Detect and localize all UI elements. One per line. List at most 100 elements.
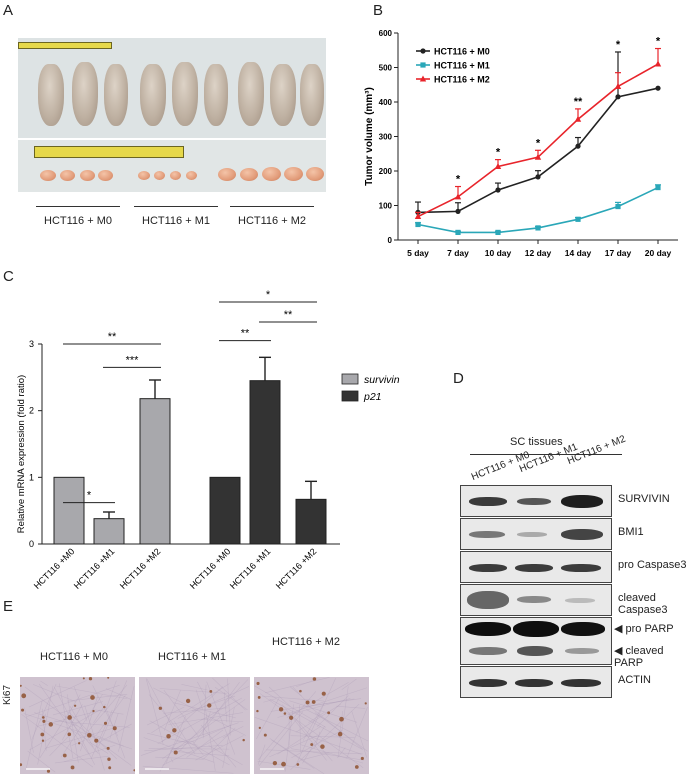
data-point [615, 203, 621, 210]
ihc-fiber [143, 737, 215, 763]
legend-swatch [341, 373, 359, 385]
ihc-label-m1: HCT116 + M1 [158, 651, 226, 663]
ki67-positive-nucleus [73, 704, 77, 707]
y-axis-title: Tumor volume (mm³) [364, 87, 375, 186]
tumors-photo [18, 140, 326, 192]
ihc-fiber [87, 732, 125, 747]
ihc-fiber [289, 686, 302, 697]
legend-marker [419, 75, 427, 82]
ki67-positive-nucleus [78, 742, 81, 745]
tumor-image [170, 171, 181, 180]
tumor-image [40, 170, 56, 181]
ihc-fiber [201, 711, 211, 735]
significance-mark: ** [284, 309, 293, 321]
ihc-fiber [157, 697, 243, 745]
ki67-positive-nucleus [257, 696, 261, 699]
ihc-fiber [52, 701, 103, 716]
ihc-fiber [269, 738, 325, 774]
ihc-fiber [314, 731, 321, 749]
ki67-positive-nucleus [311, 700, 316, 704]
tumor-image [186, 171, 197, 180]
data-point [574, 115, 582, 122]
ihc-fiber [305, 698, 355, 708]
data-point [454, 193, 462, 200]
ihc-fiber [147, 732, 198, 746]
ki67-positive-nucleus [172, 728, 177, 733]
ihc-fiber [149, 720, 230, 766]
tumor-volume-chart: 0 100 200 300 400 500 600 5 day 7 day 10 day 12 da… [364, 29, 678, 258]
bar [249, 380, 281, 545]
ki67-positive-nucleus [242, 738, 245, 742]
ihc-fiber [227, 678, 231, 736]
ki67-positive-nucleus [278, 707, 284, 712]
ihc-fiber [146, 678, 174, 729]
y-tick-label: 600 [379, 29, 393, 38]
ihc-fiber [96, 695, 126, 736]
ihc-fiber [290, 735, 355, 738]
ihc-fiber [277, 698, 351, 718]
data-point [535, 225, 541, 231]
ihc-image-m0 [20, 677, 135, 774]
ihc-fiber [266, 749, 363, 755]
ihc-fiber [66, 694, 79, 763]
bar [295, 498, 327, 545]
y-tick-label: 300 [379, 133, 393, 142]
ki67-positive-nucleus [281, 761, 286, 767]
ihc-fiber [66, 693, 128, 702]
ihc-fiber [53, 686, 96, 765]
mouse-image [72, 62, 98, 126]
ihc-fiber [263, 698, 276, 703]
significance-mark: * [536, 137, 541, 149]
ki67-positive-nucleus [354, 765, 359, 769]
ki67-positive-nucleus [209, 689, 213, 693]
ki67-positive-nucleus [310, 743, 314, 746]
ihc-fiber [306, 703, 363, 750]
legend-marker [420, 48, 426, 54]
ki67-positive-nucleus [185, 698, 191, 704]
ihc-fiber [49, 733, 72, 757]
blot-header: SC tissues [510, 436, 563, 448]
ki67-positive-nucleus [106, 746, 110, 750]
blot-survivin [460, 485, 612, 517]
ihc-fiber [165, 715, 186, 764]
ihc-fiber [27, 684, 120, 717]
ihc-fiber [284, 704, 294, 772]
blot-label-cleaved-parp-text: cleaved PARP [614, 645, 664, 669]
x-tick-label: 12 day [525, 248, 552, 258]
data-point [495, 187, 501, 193]
ki67-positive-nucleus [21, 693, 27, 699]
legend-label: p21 [363, 391, 382, 403]
significance-mark: * [266, 289, 271, 301]
ihc-fiber [80, 695, 99, 752]
x-tick-label: HCT116 +M2 [274, 546, 319, 591]
ihc-fiber [31, 683, 57, 740]
ihc-fiber [277, 725, 322, 755]
ihc-fiber [222, 707, 235, 768]
ihc-fiber [161, 686, 224, 743]
ki67-positive-nucleus [94, 738, 99, 743]
ihc-fiber [162, 726, 244, 766]
ihc-fiber [308, 712, 325, 723]
y-tick-label: 0 [388, 236, 393, 245]
ki67-positive-nucleus [258, 726, 261, 729]
ihc-fiber [268, 686, 291, 707]
ihc-fiber [58, 683, 74, 759]
ki67-positive-nucleus [256, 681, 260, 686]
ihc-fiber [170, 724, 231, 751]
ihc-fiber [87, 684, 128, 732]
y-tick-label: 2 [29, 406, 34, 416]
ihc-fiber [178, 679, 249, 753]
blot-parp [460, 617, 612, 665]
ihc-image-m1 [139, 677, 250, 774]
ki67-positive-nucleus [360, 756, 364, 761]
ihc-fiber [292, 686, 309, 704]
y-tick-label: 1 [29, 472, 34, 482]
ihc-fiber [27, 750, 56, 773]
ihc-fiber [40, 680, 48, 686]
ki67-positive-nucleus [62, 753, 67, 758]
blot-header-underline [470, 454, 622, 455]
ki67-positive-nucleus [48, 722, 54, 727]
legend-label: survivin [364, 374, 400, 386]
tumor-image [138, 171, 150, 180]
significance-mark: * [616, 39, 621, 51]
